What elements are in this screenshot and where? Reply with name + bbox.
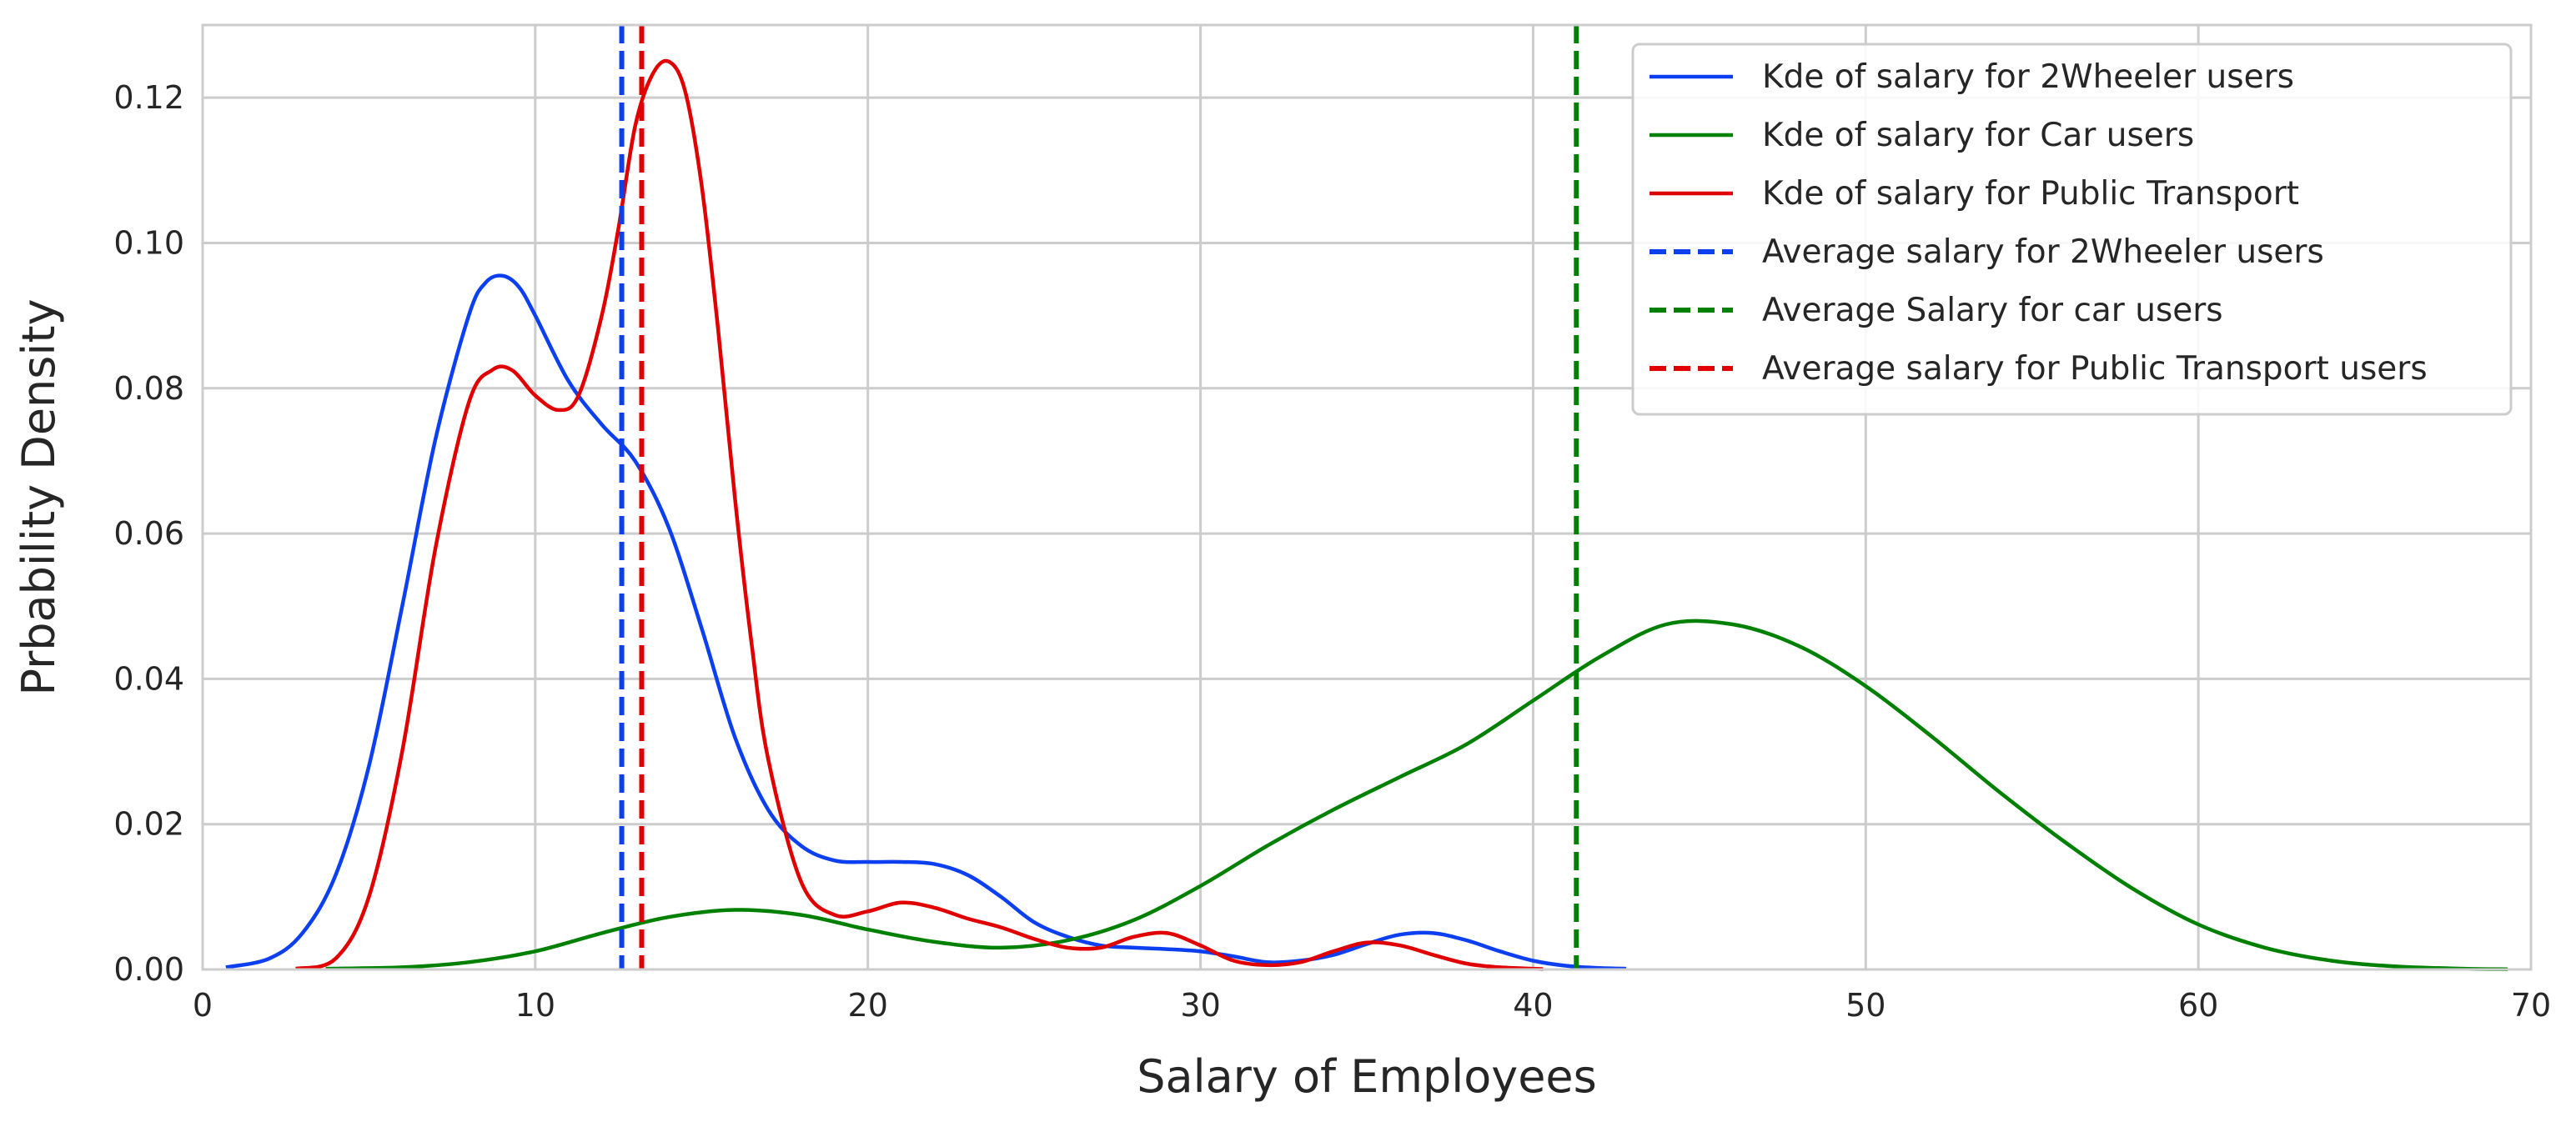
- kde-curves: [225, 58, 2508, 971]
- average-lines: [619, 25, 1579, 969]
- y-tick-label: 0.08: [113, 370, 184, 407]
- legend-label: Average salary for Public Transport user…: [1762, 350, 2428, 388]
- legend: Kde of salary for 2Wheeler users Kde of s…: [1631, 43, 2513, 416]
- kde-line-series: [325, 619, 2508, 971]
- x-tick-label: 30: [1180, 987, 1220, 1024]
- y-axis-ticks: 0.00 0.02 0.04 0.06 0.08 0.10 0.12: [113, 79, 184, 988]
- legend-label: Kde of salary for Car users: [1762, 117, 2194, 154]
- legend-box: [1631, 43, 2513, 416]
- y-tick-label: 0.02: [113, 806, 184, 843]
- plot-frame: [201, 23, 2533, 971]
- x-tick-label: 0: [193, 987, 213, 1024]
- legend-label: Average salary for 2Wheeler users: [1762, 233, 2324, 271]
- x-tick-label: 20: [848, 987, 888, 1024]
- legend-label: Kde of salary for 2Wheeler users: [1762, 58, 2294, 96]
- y-tick-label: 0.12: [113, 79, 184, 116]
- x-tick-label: 40: [1513, 987, 1553, 1024]
- x-tick-label: 50: [1845, 987, 1886, 1024]
- y-tick-label: 0.06: [113, 515, 184, 552]
- legend-label: Kde of salary for Public Transport: [1762, 175, 2299, 213]
- y-tick-label: 0.00: [113, 951, 184, 988]
- x-axis-ticks: 0 10 20 30 40 50 60 70: [193, 987, 2551, 1024]
- x-tick-label: 10: [515, 987, 555, 1024]
- x-axis-label: Salary of Employees: [1137, 1050, 1597, 1103]
- x-tick-label: 70: [2511, 987, 2551, 1024]
- y-tick-label: 0.04: [113, 660, 184, 697]
- legend-label: Average Salary for car users: [1762, 292, 2223, 329]
- kde-line-series: [295, 58, 1544, 971]
- y-tick-label: 0.10: [113, 224, 184, 261]
- y-axis-label: Prbability Density: [13, 298, 65, 695]
- x-tick-label: 60: [2178, 987, 2218, 1024]
